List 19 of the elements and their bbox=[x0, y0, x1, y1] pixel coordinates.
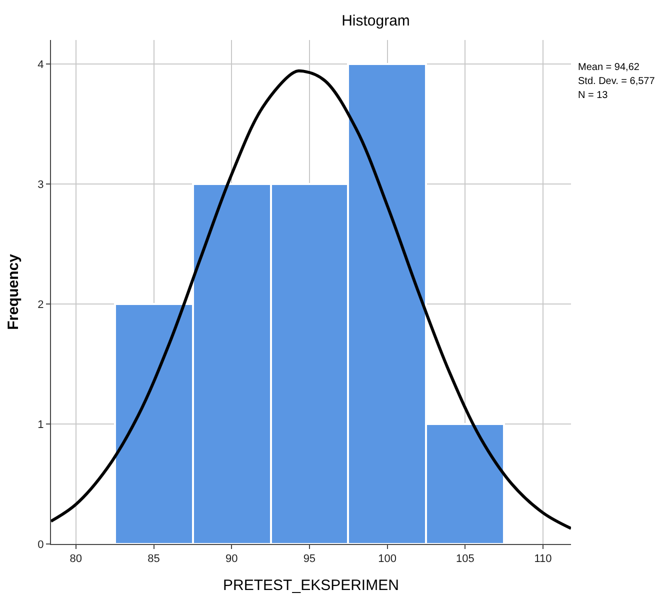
x-tick-label: 110 bbox=[534, 553, 552, 566]
x-tick-label: 85 bbox=[148, 553, 160, 566]
text: Mean = 94,62 bbox=[578, 62, 640, 73]
x-tick-label: 100 bbox=[378, 553, 396, 566]
y-tick-label: 4 bbox=[38, 58, 44, 71]
x-tick-label: 95 bbox=[303, 553, 316, 566]
line-series bbox=[51, 70, 571, 530]
x-tick-label: 105 bbox=[456, 553, 474, 566]
x-axis-title: PRETEST_EKSPERIMEN bbox=[223, 577, 399, 594]
y-tick-label: 3 bbox=[38, 178, 44, 191]
y-tick-label: 1 bbox=[38, 418, 44, 431]
y-tick-label: 0 bbox=[38, 538, 44, 551]
text: N = 13 bbox=[578, 90, 608, 101]
text: Std. Dev. = 6,577 bbox=[578, 76, 656, 87]
x-tick-label: 80 bbox=[70, 553, 82, 566]
x-tick-label: 90 bbox=[225, 553, 238, 566]
y-axis-title: Frequency bbox=[4, 253, 22, 330]
y-tick-label: 2 bbox=[38, 298, 44, 311]
chart-title: Histogram bbox=[342, 12, 410, 30]
